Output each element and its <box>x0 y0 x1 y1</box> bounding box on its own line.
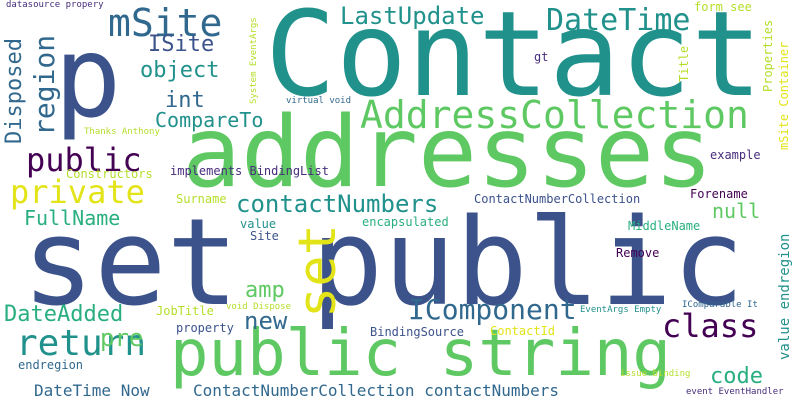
word-address-collection: AddressCollection <box>360 93 749 137</box>
word-remove: Remove <box>616 246 660 260</box>
word-gt: gt <box>534 50 549 64</box>
word-pre: pre <box>100 324 144 352</box>
word-public-small: public <box>26 141 142 179</box>
word-property: property <box>176 321 234 335</box>
word-event-eventhandler: event EventHandler <box>686 387 784 397</box>
word-bindingsource: BindingSource <box>370 325 464 339</box>
word-jobtitle: JobTitle <box>156 304 214 318</box>
word-datedadded: DateAdded <box>4 302 124 327</box>
word-null: null <box>712 199 761 223</box>
word-private: private <box>10 173 145 211</box>
word-form-see: form see <box>694 0 752 14</box>
word-addresses: addresses <box>182 96 714 210</box>
word-class: class <box>662 307 759 345</box>
word-lastupdate: LastUpdate <box>340 2 485 30</box>
word-contactnumbercollection: ContactNumberCollection <box>474 192 641 206</box>
word-p: p <box>54 13 122 143</box>
word-void-dispose: void Dispose <box>226 302 292 312</box>
word-amp: amp <box>245 278 285 303</box>
word-public-string: public string <box>170 317 671 391</box>
word-contactid: ContactId <box>490 324 556 338</box>
word-site: Site <box>250 229 279 243</box>
word-virtual-void: virtual void <box>286 96 352 106</box>
word-compareto: CompareTo <box>155 108 264 132</box>
word-encapsulated: encapsulated <box>362 215 449 229</box>
word-disposed: Disposed <box>2 38 27 144</box>
word-icomponent: IComponent <box>408 293 577 326</box>
word-constructors: Constructors <box>66 167 153 181</box>
word-isite: ISite <box>148 32 215 57</box>
word-set-vertical: set <box>288 224 348 318</box>
word-code: code <box>710 364 763 389</box>
word-new: new <box>244 307 288 335</box>
word-value-endregion: value endregion <box>777 233 793 360</box>
word-implements-bindinglist: implements BindingList <box>170 164 329 178</box>
word-issue-binding: issue binding <box>620 369 691 379</box>
word-contact: Contact <box>265 0 763 123</box>
word-set-public: set public <box>22 194 745 333</box>
word-int: int <box>165 88 205 113</box>
word-region: region <box>28 34 61 136</box>
word-cnc-contactnumbers: ContactNumberCollection contactNumbers <box>193 381 560 400</box>
word-title: Title <box>677 45 691 82</box>
word-return: return <box>16 323 147 364</box>
word-properties: Properties <box>761 19 775 92</box>
word-datetime: DateTime <box>546 3 691 38</box>
word-fullname: FullName <box>24 206 121 230</box>
word-surname: Surname <box>176 192 227 206</box>
word-middlename: MiddleName <box>628 219 701 233</box>
word-eventargs-empty: EventArgs Empty <box>580 305 662 315</box>
word-object: object <box>140 58 220 83</box>
word-contactnumbers: contactNumbers <box>236 190 439 218</box>
word-datetime-now: DateTime Now <box>34 381 150 400</box>
word-icomparable-it: IComparable It <box>682 300 758 310</box>
word-value: value <box>240 217 277 231</box>
word-thanks-anthony: Thanks Anthony <box>84 127 160 137</box>
word-datasource-propery: datasource propery <box>6 0 104 10</box>
word-forename: Forename <box>690 187 748 201</box>
word-endregion: endregion <box>18 358 84 372</box>
word-system-eventargs: System EventArgs <box>249 17 259 104</box>
word-example: example <box>710 148 761 162</box>
word-msite: mSite <box>108 1 223 45</box>
word-msite-container: mSite Container <box>777 41 791 150</box>
